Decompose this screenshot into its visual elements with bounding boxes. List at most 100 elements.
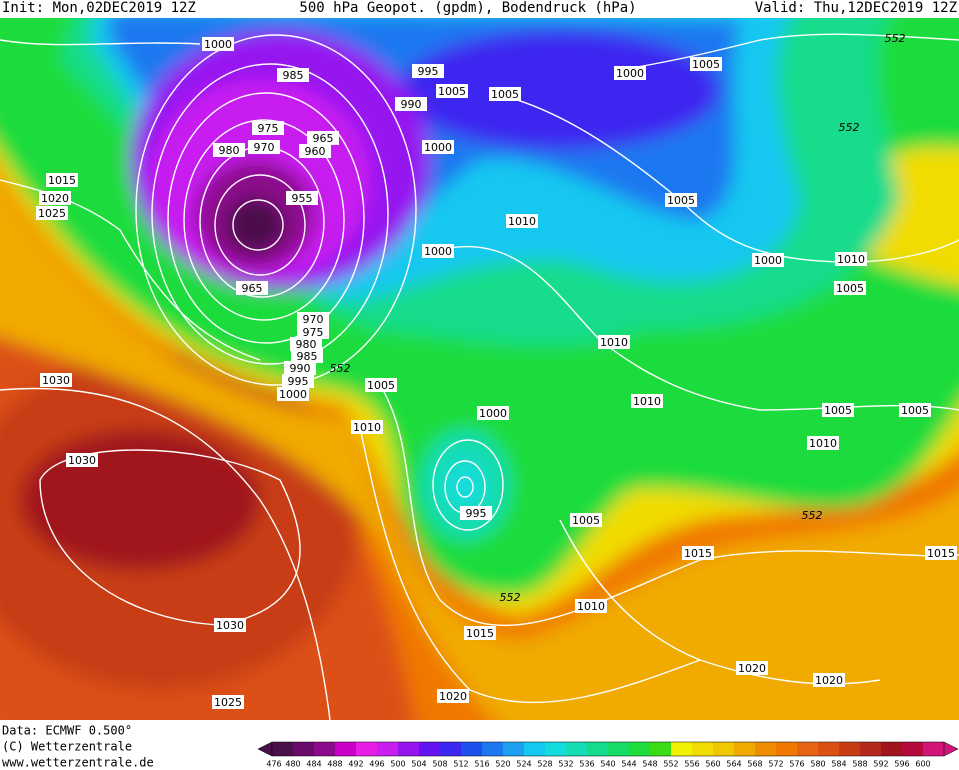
colorbar-label: 492: [348, 760, 363, 769]
colorbar-swatch: [419, 742, 441, 756]
isobar-label-box: [813, 673, 845, 687]
isobar-label-box: [570, 513, 602, 527]
isobar-label-box: [39, 191, 71, 205]
isobar-label: 1030: [42, 374, 70, 387]
init-time: Init: Mon,02DEC2019 12Z: [2, 0, 196, 16]
isobar-label-box: [66, 453, 98, 467]
isobar-label: 1005: [824, 404, 852, 417]
height-contour-label: 552: [330, 362, 351, 375]
isobar-label: 975: [303, 326, 324, 339]
isobar-label-box: [46, 173, 78, 187]
colorbar-label: 572: [768, 760, 783, 769]
isobar-label: 1010: [633, 395, 661, 408]
isobar-label: 955: [292, 192, 313, 205]
colorbar-swatch: [755, 742, 777, 756]
isobar-label-box: [395, 97, 427, 111]
colorbar-swatch: [398, 742, 420, 756]
isobar-label-box: [365, 378, 397, 392]
isobar-label-box: [598, 335, 630, 349]
colorbar-label: 600: [915, 760, 930, 769]
height-contour-label: 552: [885, 32, 906, 45]
isobar-label: 1010: [837, 253, 865, 266]
isobar-label: 1005: [367, 379, 395, 392]
isobar-label: 1000: [424, 141, 452, 154]
isobar-label: 1005: [438, 85, 466, 98]
colorbar-swatch: [713, 742, 735, 756]
colorbar-label: 488: [327, 760, 342, 769]
isobar-label-box: [477, 406, 509, 420]
isobar-label: 1000: [279, 388, 307, 401]
isobar-label: 1025: [214, 696, 242, 709]
colorbar-swatch: [314, 742, 336, 756]
isobar-label-box: [736, 661, 768, 675]
isobar-label-box: [925, 546, 957, 560]
isobar-label: 995: [418, 65, 439, 78]
colorbar-label: 480: [285, 760, 300, 769]
colorbar-swatch: [650, 742, 672, 756]
isobar-label-box: [286, 191, 318, 205]
height-field: [0, 18, 959, 720]
colorbar-swatch: [524, 742, 546, 756]
isobar-label-box: [690, 57, 722, 71]
colorbar-swatch: [272, 742, 294, 756]
colorbar-label: 552: [663, 760, 678, 769]
isobar-label: 1010: [577, 600, 605, 613]
isobar-label-box: [297, 325, 329, 339]
isobar-label: 995: [466, 507, 487, 520]
isobar-label-box: [822, 403, 854, 417]
isobar-label: 1020: [815, 674, 843, 687]
isobar-label: 1005: [491, 88, 519, 101]
isobar-label-box: [351, 420, 383, 434]
colorbar-swatch: [692, 742, 714, 756]
colorbar-label: 476: [266, 760, 281, 769]
isobar-label: 1010: [600, 336, 628, 349]
isobar-label: 975: [258, 122, 279, 135]
isobar-label: 1000: [479, 407, 507, 420]
isobar-label: 1010: [809, 437, 837, 450]
colorbar-swatch: [734, 742, 756, 756]
isobar-label-box: [631, 394, 663, 408]
isobar-label-box: [299, 144, 331, 158]
isobar-label-box: [236, 281, 268, 295]
isobar-label-box: [277, 68, 309, 82]
isobar-label-box: [36, 206, 68, 220]
colorbar-label: 588: [852, 760, 867, 769]
isobar-label: 990: [290, 362, 311, 375]
isobar-label: 1020: [738, 662, 766, 675]
colorbar-swatch: [839, 742, 861, 756]
colorbar-swatch: [545, 742, 567, 756]
isobar-label: 1015: [927, 547, 955, 560]
colorbar-label: 500: [390, 760, 405, 769]
isobar-label-box: [437, 689, 469, 703]
isobar-label-box: [614, 66, 646, 80]
isobar-label-box: [506, 214, 538, 228]
colorbar-label: 508: [432, 760, 447, 769]
isobar-label-box: [213, 143, 245, 157]
isobar-label-box: [422, 244, 454, 258]
colorbar-label: 516: [474, 760, 489, 769]
isobar-label-box: [412, 64, 444, 78]
isobar-label-box: [307, 131, 339, 145]
isobar-label: 960: [305, 145, 326, 158]
isobar-label-box: [436, 84, 468, 98]
isobar-label: 1005: [667, 194, 695, 207]
isobar-label: 1005: [572, 514, 600, 527]
isobar-label: 1005: [901, 404, 929, 417]
colorbar-swatch: [923, 742, 945, 756]
map-title: 500 hPa Geopot. (gpdm), Bodendruck (hPa): [299, 0, 636, 16]
colorbar-label: 556: [684, 760, 699, 769]
colorbar-swatch: [776, 742, 798, 756]
colorbar-label: 528: [537, 760, 552, 769]
colorbar-swatch: [482, 742, 504, 756]
colorbar-label: 576: [789, 760, 804, 769]
isobar-label: 970: [303, 313, 324, 326]
isobar-label-box: [807, 436, 839, 450]
colorbar: 476 480 484 488 492 496 500 504 508 512 516 520 524 5…: [257, 741, 959, 769]
isobar-label-box: [40, 373, 72, 387]
height-contour-label: 552: [500, 591, 521, 604]
colorbar-frame: [271, 741, 945, 757]
colorbar-swatch: [818, 742, 840, 756]
